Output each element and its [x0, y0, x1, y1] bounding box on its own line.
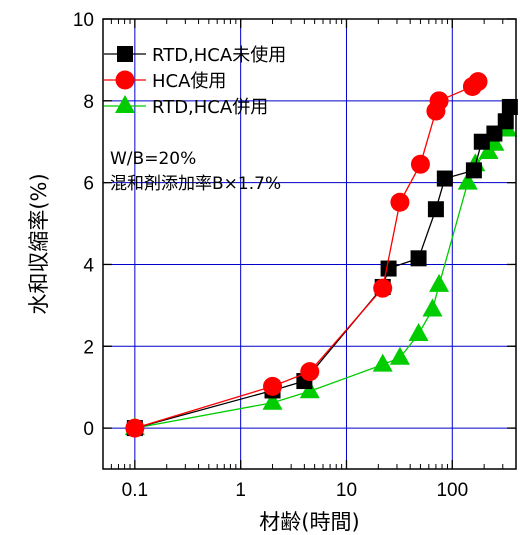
data-point — [389, 346, 410, 365]
data-point — [422, 298, 443, 317]
data-point — [299, 380, 320, 399]
series-line — [134, 81, 479, 429]
data-point — [429, 273, 450, 292]
legend-label: HCA使用 — [152, 71, 226, 92]
data-point — [125, 418, 145, 438]
y-tick-label: 6 — [83, 174, 94, 195]
data-point — [380, 260, 397, 277]
y-tick-label: 10 — [73, 10, 94, 31]
y-tick-label: 4 — [83, 255, 94, 276]
x-tick-label: 1 — [235, 480, 246, 501]
x-tick-label: 0.1 — [122, 480, 148, 501]
legend-label: RTD,HCA併用 — [152, 97, 268, 118]
data-point — [436, 170, 453, 187]
data-point — [262, 391, 283, 410]
legend: RTD,HCA未使用 HCA使用 RTD,HCA併用 — [104, 45, 286, 118]
y-tick-labels: 0 2 4 6 8 10 — [73, 10, 95, 440]
data-point — [390, 192, 410, 212]
y-tick-label: 0 — [83, 419, 94, 440]
data-point — [372, 353, 393, 372]
grid-lines — [103, 19, 516, 469]
data-point — [457, 171, 478, 190]
data-point — [410, 154, 430, 174]
legend-marker — [117, 46, 133, 62]
x-tick-label: 100 — [436, 480, 468, 501]
data-point — [408, 323, 429, 341]
data-point — [497, 113, 514, 130]
x-axis-label: 材齢(時間) — [259, 510, 359, 534]
axis-ticks — [103, 18, 516, 469]
legend-marker — [115, 70, 135, 90]
data-point — [427, 201, 444, 218]
data-point — [501, 98, 518, 115]
series-layer — [124, 72, 518, 438]
y-axis-label: 水和収縮率(%) — [27, 173, 51, 314]
data-point — [473, 133, 490, 150]
annotation-wb-ratio: W/B=20% — [110, 149, 196, 169]
plot-frame — [102, 18, 517, 470]
annotation-admixture-rate: 混和剤添加率B×1.7% — [110, 174, 281, 194]
data-point — [486, 125, 503, 142]
y-tick-label: 2 — [83, 337, 94, 358]
data-point — [410, 250, 427, 267]
data-point — [465, 162, 482, 179]
data-point — [468, 72, 488, 92]
x-tick-labels: 0.1 1 10 100 — [122, 480, 469, 501]
data-point — [373, 278, 393, 298]
x-tick-label: 10 — [336, 480, 357, 501]
legend-label: RTD,HCA未使用 — [152, 45, 286, 66]
series-circle — [125, 72, 488, 438]
data-point — [300, 362, 320, 382]
data-point — [263, 376, 283, 396]
data-point — [429, 91, 449, 111]
legend-marker — [115, 95, 135, 113]
y-tick-label: 8 — [83, 92, 94, 113]
